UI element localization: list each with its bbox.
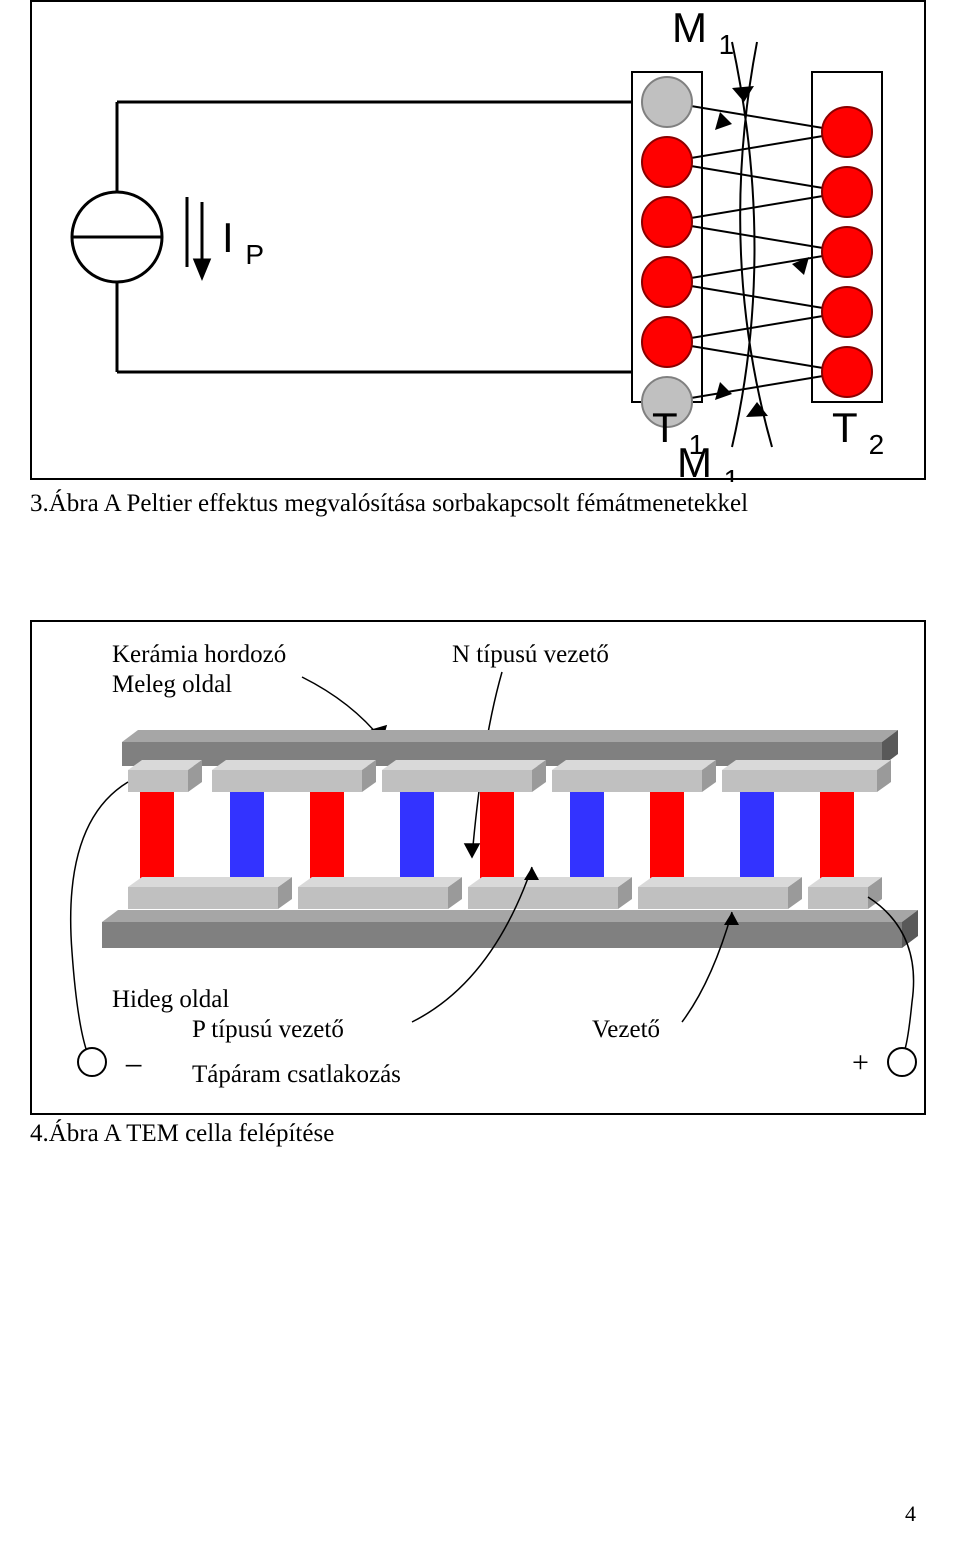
figure-3-svg: I P	[32, 2, 928, 482]
m1-bottom-sub: 1	[724, 464, 740, 482]
zigzag-arrows	[715, 112, 809, 400]
ceramic-label: Kerámia hordozó	[112, 641, 286, 668]
figure-4-box: Kerámia hordozó Meleg oldal N típusú vez…	[30, 620, 926, 1115]
plus-label: +	[852, 1046, 869, 1079]
m1-bottom-label: M 1	[677, 439, 739, 482]
n-type-label: N típusú vezető	[452, 641, 609, 668]
t2-base: T	[832, 404, 857, 451]
ip-sub: P	[245, 239, 264, 270]
t1-base: T	[652, 404, 677, 451]
t2-label: T 2	[832, 404, 884, 460]
ip-arrow	[187, 197, 209, 277]
conductor-label: Vezető	[592, 1016, 660, 1043]
figure-3-box: I P	[30, 0, 926, 480]
terminal-right	[888, 1048, 916, 1076]
m1-curve-arrows	[732, 86, 768, 417]
terminal-left	[78, 1048, 106, 1076]
t2-sub: 2	[869, 429, 885, 460]
top-conductors	[128, 760, 891, 792]
bottom-ceramic	[102, 910, 918, 948]
circuit-wires	[117, 102, 652, 402]
m1-bottom-base: M	[677, 439, 712, 482]
m1-top-sub: 1	[719, 29, 735, 60]
current-source	[72, 192, 162, 282]
ip-label: I P	[222, 214, 264, 270]
minus-label: −	[124, 1048, 143, 1085]
power-label: Tápáram csatlakozás	[192, 1061, 401, 1088]
legs	[140, 792, 854, 887]
m1-top-label: M 1	[672, 4, 734, 60]
page-number: 4	[905, 1501, 916, 1527]
m1-top-base: M	[672, 4, 707, 51]
hot-label: Meleg oldal	[112, 671, 232, 698]
bottom-conductors	[128, 877, 882, 909]
figure-4-caption: 4.Ábra A TEM cella felépítése	[30, 1120, 334, 1148]
page: I P	[0, 0, 960, 1547]
p-type-label: P típusú vezető	[192, 1016, 344, 1043]
right-circles	[822, 107, 872, 397]
figure-3-caption: 3.Ábra A Peltier effektus megvalósítása …	[30, 490, 748, 518]
cold-label: Hideg oldal	[112, 986, 229, 1013]
figure-4-svg: Kerámia hordozó Meleg oldal N típusú vez…	[32, 622, 928, 1117]
ip-base: I	[222, 214, 234, 261]
